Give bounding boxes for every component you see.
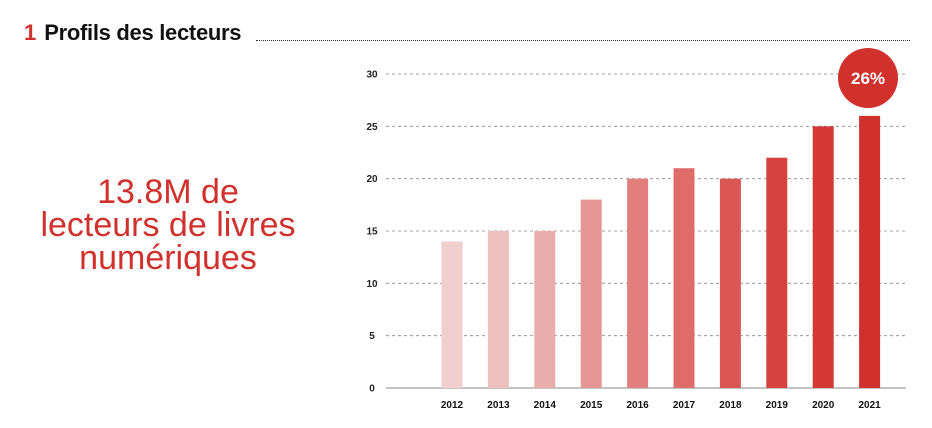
reader-stat-line3: numériques [79, 239, 257, 277]
bar-2016 [627, 178, 649, 388]
bar-2013 [487, 231, 509, 388]
y-tick-label: 5 [369, 331, 375, 342]
x-tick-label: 2016 [626, 400, 649, 411]
reader-stat: 13.8M de lecteurs de livres numériques [20, 173, 316, 277]
x-tick-label: 2019 [766, 400, 789, 411]
header-dotted-rule [256, 40, 910, 41]
bar-2021 [859, 115, 881, 388]
badge-circle [838, 48, 898, 108]
x-tick-label: 2017 [673, 400, 696, 411]
x-tick-label: 2012 [441, 400, 464, 411]
reader-stat-line1: 13.8M de [97, 173, 239, 211]
x-tick-label: 2020 [812, 400, 835, 411]
y-tick-label: 10 [366, 279, 378, 290]
x-tick-label: 2021 [858, 400, 881, 411]
bar-2019 [766, 157, 788, 388]
x-tick-label: 2018 [719, 400, 742, 411]
bar-2020 [812, 126, 834, 388]
bar-2018 [719, 178, 741, 388]
section-title: Profils des lecteurs [44, 20, 242, 45]
section-number: 1 [24, 20, 37, 45]
y-tick-label: 30 [366, 70, 378, 81]
chart-bars [441, 115, 881, 388]
y-tick-label: 20 [366, 174, 378, 185]
y-tick-label: 25 [366, 122, 378, 133]
y-tick-label: 0 [369, 384, 375, 395]
x-tick-label: 2014 [534, 400, 557, 411]
reader-stat-line2: lecteurs de livres [40, 206, 296, 244]
x-tick-label: 2013 [487, 400, 510, 411]
y-axis-ticks: 0 5 10 15 20 25 30 [366, 70, 378, 395]
bar-2017 [673, 168, 695, 388]
bar-2012 [441, 241, 463, 388]
y-tick-label: 15 [366, 227, 378, 238]
x-tick-label: 2015 [580, 400, 603, 411]
x-axis-labels: 2012 2013 2014 2015 2016 2017 2018 2019 2020 2021 [441, 400, 881, 411]
badge-label: 26% [851, 69, 885, 88]
section-header: 1 Profils des lecteurs [24, 20, 242, 46]
highlight-badge: 26% [838, 48, 898, 108]
bar-2015 [580, 199, 602, 388]
bar-2014 [534, 231, 556, 388]
